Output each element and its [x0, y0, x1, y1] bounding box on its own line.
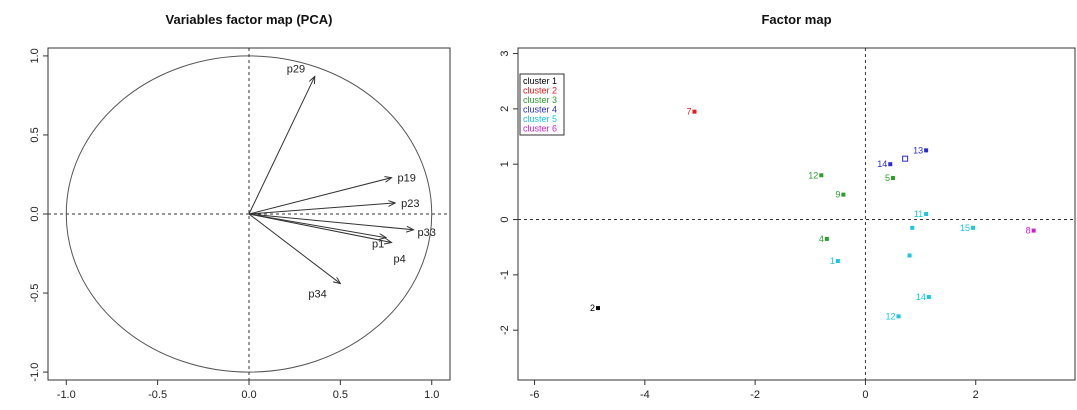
x-tick-label: -2 [750, 389, 760, 401]
pca-variables-chart-panel: Variables factor map (PCA) -1.0 -0.5 0.0 0.5… [0, 0, 460, 410]
plot-frame [517, 47, 1076, 381]
data-point [924, 148, 929, 153]
legend-entry: cluster 5 [523, 114, 557, 124]
variable-label-p19: p19 [398, 173, 416, 185]
data-point [841, 192, 846, 197]
x-tick-label: 0.0 [241, 389, 256, 401]
x-tick-label: 0.5 [333, 389, 348, 401]
data-point [888, 162, 893, 167]
point-label: 14 [916, 292, 926, 302]
point-label: 4 [819, 234, 824, 244]
y-tick-label: -0.5 [29, 284, 41, 303]
x-tick-label: 0 [862, 389, 868, 401]
legend-entry: cluster 2 [523, 86, 557, 96]
data-point [924, 212, 929, 216]
data-point [970, 225, 975, 230]
variable-arrow-p19 [248, 178, 392, 215]
point-label: 5 [885, 173, 890, 183]
data-point [910, 225, 915, 230]
y-tick-label: 0 [499, 216, 511, 222]
point-label: 12 [808, 170, 818, 180]
x-tick-label: -4 [640, 389, 650, 401]
data-point [896, 314, 901, 319]
point-label: 12 [886, 311, 896, 321]
point-label: 9 [835, 190, 840, 200]
data-point [907, 253, 912, 258]
point-label: 14 [877, 159, 887, 169]
point-label: 8 [1026, 226, 1031, 236]
variable-arrow-p33 [248, 213, 413, 230]
point-label: 2 [590, 303, 595, 313]
chart-title: Factor map [761, 12, 831, 27]
y-tick-label: -1.0 [29, 363, 41, 382]
legend-entry: cluster 1 [523, 76, 557, 86]
y-tick-label: 0.0 [29, 206, 41, 221]
y-tick-label: -2 [499, 325, 511, 335]
variable-label-p34: p34 [308, 289, 326, 301]
data-point [692, 109, 697, 114]
variable-arrow-p29 [248, 76, 315, 215]
variable-arrow-p34 [248, 213, 340, 284]
point-label: 11 [914, 209, 923, 219]
legend-entry: cluster 3 [523, 95, 557, 105]
y-tick-label: 3 [499, 50, 511, 56]
point-label: 1 [830, 256, 835, 266]
chart-title: Variables factor map (PCA) [166, 12, 333, 27]
factor-map-chart-panel: Factor map -6 -4 -2 0 2 -2 -1 0 1 2 3 2 7 12 9 5 4 14 13 1 11… [470, 0, 1077, 410]
variable-arrow-p1 [248, 213, 386, 238]
variable-label-p1: p1 [372, 239, 384, 251]
point-label: 7 [686, 107, 691, 117]
data-point [926, 295, 931, 299]
variable-label-p29: p29 [287, 63, 305, 75]
x-tick-label: 2 [973, 389, 979, 401]
legend-entry: cluster 6 [523, 124, 557, 134]
variable-arrow-p23 [248, 203, 395, 215]
data-point [819, 173, 824, 178]
data-point [595, 306, 600, 311]
y-tick-label: 1 [499, 161, 511, 167]
legend-box [519, 73, 565, 136]
y-tick-label: 1.0 [29, 48, 41, 63]
x-tick-label: -1.0 [57, 389, 76, 401]
factor-map-chart: Factor map-6 -4 -2 0 2-2-1012327129541413111… [499, 12, 1076, 401]
variable-label-p33: p33 [417, 227, 435, 239]
point-label: 15 [960, 223, 970, 233]
variable-label-p23: p23 [401, 198, 419, 210]
point-label: 13 [913, 145, 923, 155]
data-point [1031, 228, 1036, 233]
y-tick-label: 2 [499, 106, 511, 112]
pca-variables-chart: Variables factor map (PCA) -1.0 -0.5 0.0 0.5… [29, 12, 451, 401]
data-point [835, 259, 840, 264]
x-tick-label: -6 [530, 389, 540, 401]
data-point [902, 155, 909, 162]
x-tick-label: 1.0 [424, 389, 439, 401]
data-point [824, 236, 829, 241]
y-tick-label: 0.5 [29, 127, 41, 142]
y-tick-label: -1 [499, 270, 511, 280]
data-point [891, 176, 896, 181]
variable-label-p4: p4 [394, 253, 406, 265]
variable-arrow-p4 [248, 213, 392, 242]
x-tick-label: -0.5 [148, 389, 167, 401]
legend-entry: cluster 4 [523, 105, 557, 115]
